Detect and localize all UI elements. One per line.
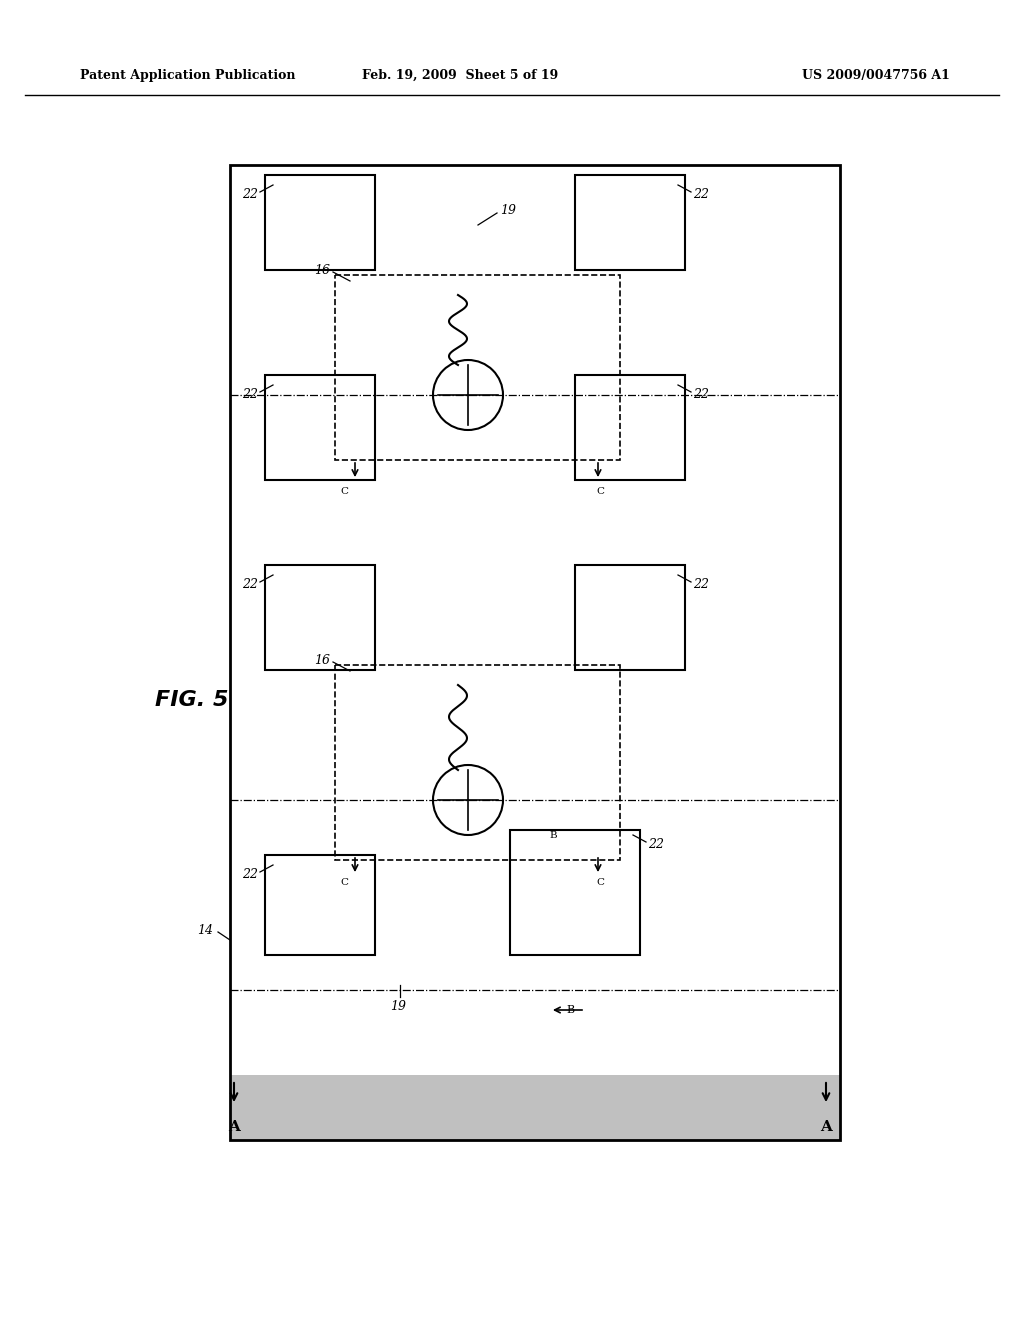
Text: A: A <box>228 1119 240 1134</box>
Bar <box>575 565 685 671</box>
Text: 14: 14 <box>197 924 213 936</box>
Bar <box>510 830 640 954</box>
Text: 22: 22 <box>693 189 709 202</box>
Bar <box>265 176 375 271</box>
Bar <box>265 855 375 954</box>
Text: 22: 22 <box>648 838 664 851</box>
Text: Feb. 19, 2009  Sheet 5 of 19: Feb. 19, 2009 Sheet 5 of 19 <box>361 69 558 82</box>
Text: B: B <box>566 1005 574 1015</box>
Text: A: A <box>820 1119 831 1134</box>
Text: C: C <box>340 487 348 496</box>
Bar <box>335 665 620 861</box>
Text: C: C <box>596 878 604 887</box>
Bar <box>265 375 375 480</box>
Text: 22: 22 <box>693 578 709 591</box>
Text: 19: 19 <box>390 1001 406 1012</box>
Text: 19: 19 <box>500 203 516 216</box>
Bar <box>265 565 375 671</box>
Bar <box>575 375 685 480</box>
Text: 22: 22 <box>242 388 258 401</box>
Bar <box>230 1074 840 1140</box>
Text: 16: 16 <box>314 264 330 276</box>
Text: C: C <box>596 487 604 496</box>
Text: B: B <box>549 830 557 840</box>
Bar <box>575 176 685 271</box>
Text: 22: 22 <box>242 869 258 882</box>
Bar <box>335 275 620 459</box>
Bar <box>230 165 840 1140</box>
Text: FIG. 5: FIG. 5 <box>155 690 228 710</box>
Text: 22: 22 <box>693 388 709 401</box>
Text: Patent Application Publication: Patent Application Publication <box>80 69 296 82</box>
Text: 16: 16 <box>314 653 330 667</box>
Text: 22: 22 <box>242 578 258 591</box>
Text: US 2009/0047756 A1: US 2009/0047756 A1 <box>802 69 950 82</box>
Text: 22: 22 <box>242 189 258 202</box>
Text: C: C <box>340 878 348 887</box>
